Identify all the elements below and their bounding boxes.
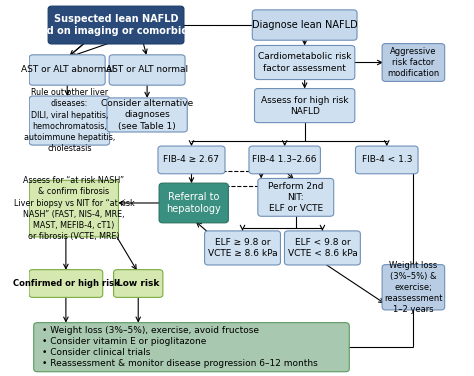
FancyBboxPatch shape [109, 55, 185, 85]
FancyBboxPatch shape [356, 146, 418, 174]
FancyBboxPatch shape [258, 179, 334, 216]
FancyBboxPatch shape [114, 270, 163, 297]
FancyBboxPatch shape [48, 6, 184, 44]
Text: Weight loss
(3%–5%) &
exercise;
reassessment
1–2 years: Weight loss (3%–5%) & exercise; reassess… [384, 261, 443, 314]
FancyBboxPatch shape [107, 98, 187, 132]
FancyBboxPatch shape [159, 183, 228, 223]
Text: FIB-4 1.3–2.66: FIB-4 1.3–2.66 [253, 155, 317, 164]
Text: Referral to
hepatology: Referral to hepatology [166, 192, 221, 214]
FancyBboxPatch shape [29, 270, 103, 297]
FancyBboxPatch shape [382, 265, 445, 310]
Text: • Weight loss (3%–5%), exercise, avoid fructose
• Consider vitamin E or pioglita: • Weight loss (3%–5%), exercise, avoid f… [42, 326, 318, 368]
Text: ELF ≥ 9.8 or
VCTE ≥ 8.6 kPa: ELF ≥ 9.8 or VCTE ≥ 8.6 kPa [208, 238, 277, 258]
Text: ELF < 9.8 or
VCTE < 8.6 kPa: ELF < 9.8 or VCTE < 8.6 kPa [288, 238, 357, 258]
FancyBboxPatch shape [382, 44, 445, 82]
FancyBboxPatch shape [255, 88, 355, 123]
FancyBboxPatch shape [255, 45, 355, 80]
FancyBboxPatch shape [34, 323, 349, 372]
FancyBboxPatch shape [29, 180, 118, 237]
Text: Aggressive
risk factor
modification: Aggressive risk factor modification [387, 47, 439, 78]
FancyBboxPatch shape [158, 146, 225, 174]
FancyBboxPatch shape [29, 55, 105, 85]
Text: FIB-4 < 1.3: FIB-4 < 1.3 [362, 155, 412, 164]
Text: Consider alternative
diagnoses
(see Table 1): Consider alternative diagnoses (see Tabl… [101, 99, 193, 130]
Text: FIB-4 ≥ 2.67: FIB-4 ≥ 2.67 [164, 155, 219, 164]
Text: Cardiometabolic risk
factor assessment: Cardiometabolic risk factor assessment [258, 53, 351, 73]
Text: Perform 2nd
NIT:
ELF or VCTE: Perform 2nd NIT: ELF or VCTE [268, 182, 324, 213]
Text: AST or ALT normal: AST or ALT normal [106, 65, 188, 74]
FancyBboxPatch shape [284, 231, 360, 265]
Text: Suspected lean NAFLD
(Based on imaging or comorbidities): Suspected lean NAFLD (Based on imaging o… [16, 14, 217, 36]
Text: Low risk: Low risk [117, 279, 159, 288]
FancyBboxPatch shape [252, 10, 357, 40]
Text: Rule out other liver
diseases:
DILI, viral hepatitis,
hemochromatosis,
autoimmun: Rule out other liver diseases: DILI, vir… [24, 88, 115, 153]
FancyBboxPatch shape [205, 231, 281, 265]
Text: AST or ALT abnormal: AST or ALT abnormal [20, 65, 114, 74]
FancyBboxPatch shape [249, 146, 320, 174]
Text: Confirmed or high risk: Confirmed or high risk [13, 279, 119, 288]
Text: Diagnose lean NAFLD: Diagnose lean NAFLD [252, 20, 357, 30]
Text: Assess for high risk
NAFLD: Assess for high risk NAFLD [261, 96, 348, 116]
FancyBboxPatch shape [29, 96, 109, 145]
Text: Assess for “at risk NASH”
& confirm fibrosis
Liver biopsy vs NIT for “at risk
NA: Assess for “at risk NASH” & confirm fibr… [13, 176, 134, 241]
